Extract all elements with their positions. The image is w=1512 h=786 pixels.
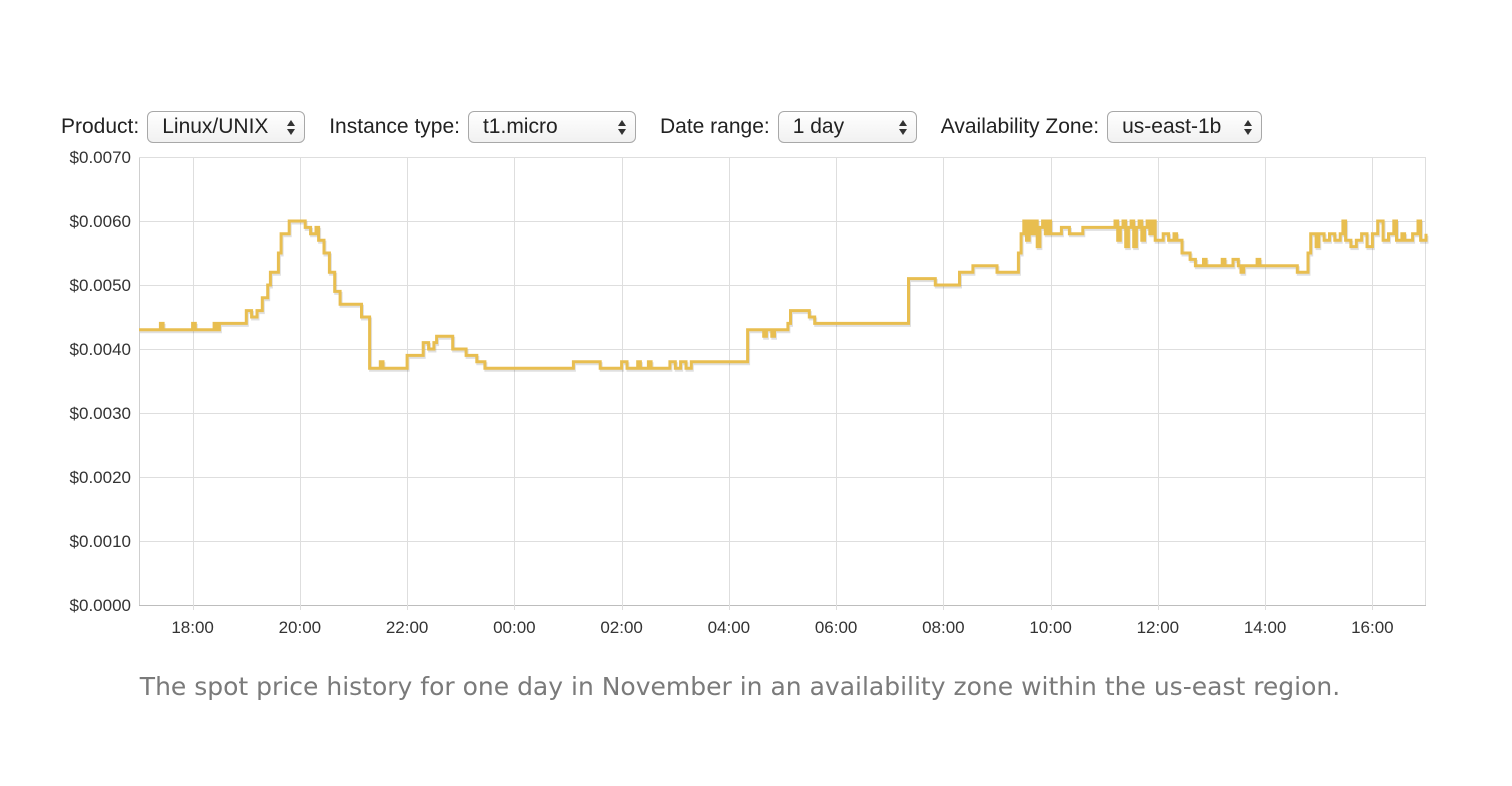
product-label: Product: xyxy=(61,115,140,138)
x-tick-label: 00:00 xyxy=(493,618,536,637)
select-arrows-icon xyxy=(617,120,626,135)
x-tick-label: 10:00 xyxy=(1029,618,1072,637)
y-tick-label: $0.0050 xyxy=(70,276,131,295)
y-tick-label: $0.0020 xyxy=(70,468,131,487)
x-tick-label: 06:00 xyxy=(815,618,858,637)
date-range-select[interactable]: 1 day xyxy=(777,111,917,143)
x-tick-label: 18:00 xyxy=(171,618,214,637)
x-tick-label: 08:00 xyxy=(922,618,965,637)
select-arrows-icon xyxy=(898,120,907,135)
y-tick-label: $0.0060 xyxy=(70,212,131,231)
instance-type-label: Instance type: xyxy=(329,115,460,138)
x-tick-label: 14:00 xyxy=(1244,618,1287,637)
spot-price-chart: $0.0000 $0.0010 $0.0020 $0.0030 $0.0040 $0.00… xyxy=(70,148,1429,637)
price-line xyxy=(139,219,1428,370)
chart-caption: The spot price history for one day in No… xyxy=(139,672,1341,701)
x-tick-label: 02:00 xyxy=(600,618,643,637)
select-arrows-icon xyxy=(1244,120,1253,135)
y-tick-label: $0.0030 xyxy=(70,404,131,423)
x-tick-label: 20:00 xyxy=(279,618,322,637)
availability-zone-select-value: us-east-1b xyxy=(1122,115,1222,138)
price-line-shadow xyxy=(140,221,1429,372)
date-range-label: Date range: xyxy=(659,115,770,138)
select-arrows-icon xyxy=(287,120,296,135)
availability-zone-select[interactable]: us-east-1b xyxy=(1107,111,1263,143)
x-tick-label: 22:00 xyxy=(386,618,429,637)
y-tick-label: $0.0070 xyxy=(70,148,131,167)
instance-type-select[interactable]: t1.micro xyxy=(467,111,636,143)
x-tick-label: 16:00 xyxy=(1351,618,1394,637)
instance-type-select-value: t1.micro xyxy=(482,115,558,138)
date-range-select-value: 1 day xyxy=(792,115,845,138)
y-tick-label: $0.0010 xyxy=(70,532,131,551)
y-tick-label: $0.0000 xyxy=(70,596,131,615)
availability-zone-label: Availability Zone: xyxy=(940,115,1100,138)
x-tick-label: 04:00 xyxy=(708,618,751,637)
y-tick-label: $0.0040 xyxy=(70,340,131,359)
product-select[interactable]: Linux/UNIX xyxy=(147,111,306,143)
filter-bar: Product: Linux/UNIX Instance type: t1.mi… xyxy=(61,110,1263,144)
product-select-value: Linux/UNIX xyxy=(162,115,269,138)
x-tick-label: 12:00 xyxy=(1137,618,1180,637)
